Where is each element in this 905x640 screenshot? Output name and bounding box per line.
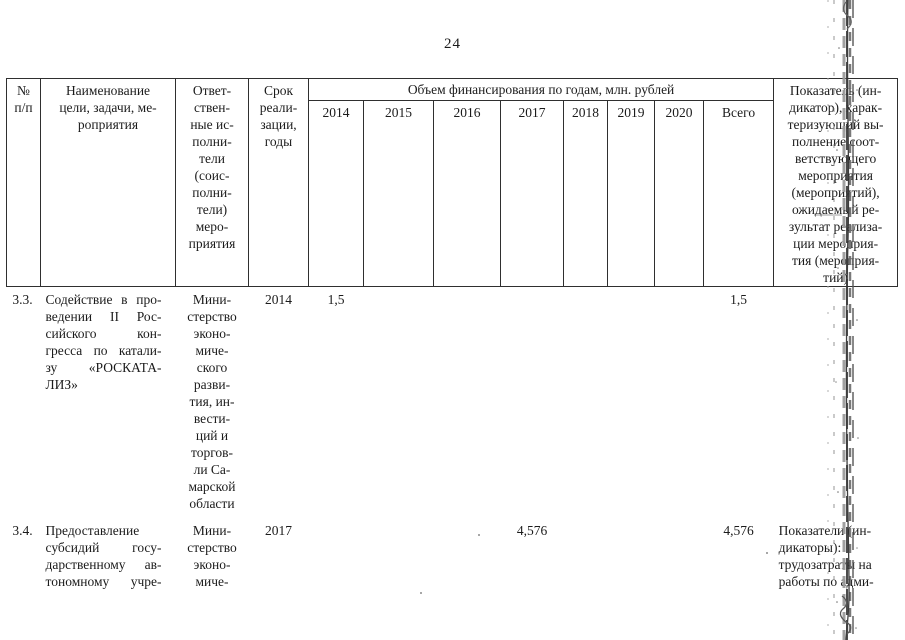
header-total: Всего bbox=[702, 100, 775, 287]
value-cell-2018 bbox=[564, 518, 608, 590]
value-cell-2015 bbox=[364, 518, 434, 590]
scan-speckle bbox=[420, 592, 422, 594]
header-implementation-term: Срок реали- зации, годы bbox=[248, 78, 309, 287]
value-cell-2015 bbox=[364, 287, 434, 518]
page-number: 24 bbox=[444, 36, 461, 52]
header-responsible-executors: Ответ- ствен- ные ис- полни- тели (соис-… bbox=[175, 78, 249, 287]
value-cell-2018 bbox=[564, 287, 608, 518]
term-cell: 2014 bbox=[265, 292, 292, 307]
header-financing-volume: Объем финансирования по годам, млн. рубл… bbox=[307, 78, 775, 101]
scan-artifact-graphic bbox=[814, 0, 859, 640]
value-cell-total: 1,5 bbox=[730, 292, 747, 307]
header-year-2020: 2020 bbox=[654, 100, 704, 287]
header-year-2018: 2018 bbox=[563, 100, 608, 287]
activity-name-cell: Предоставление субсидий госу- дарственно… bbox=[45, 522, 162, 589]
value-cell-2017 bbox=[501, 287, 564, 518]
value-cell-2014 bbox=[309, 518, 364, 590]
value-cell-2014: 1,5 bbox=[327, 292, 345, 307]
table-row: 3.4. Предоставление субсидий госу- дарст… bbox=[7, 518, 898, 590]
table-row: 3.3. Содействие в про- ведении II Рос- с… bbox=[7, 287, 898, 518]
scan-speckle bbox=[478, 534, 480, 536]
term-cell: 2017 bbox=[265, 522, 292, 538]
header-indicator: Показатель (ин- дикатор), харак- теризую… bbox=[773, 78, 899, 287]
row-number-cell: 3.3. bbox=[12, 292, 33, 307]
financing-table: № п/п Наименование цели, задачи, ме- роп… bbox=[6, 78, 899, 590]
header-row-number: № п/п bbox=[6, 78, 41, 287]
value-cell-total: 4,576 bbox=[723, 522, 754, 538]
value-cell-2016 bbox=[434, 287, 501, 518]
activity-name-cell: Содействие в про- ведении II Рос- сийско… bbox=[45, 292, 162, 392]
scan-artifact-streak bbox=[812, 0, 864, 640]
responsible-cell: Мини- стерство эконо- миче- bbox=[187, 522, 237, 589]
header-year-2017: 2017 bbox=[500, 100, 564, 287]
responsible-cell: Мини- стерство эконо- миче- ского разви-… bbox=[187, 292, 237, 511]
value-cell-2017: 4,576 bbox=[516, 522, 548, 538]
header-activity-name: Наименование цели, задачи, ме- роприятия bbox=[40, 78, 176, 287]
value-cell-2020 bbox=[655, 518, 704, 590]
header-year-2014: 2014 bbox=[308, 100, 364, 287]
scan-speckle bbox=[766, 552, 768, 554]
header-year-2016: 2016 bbox=[433, 100, 501, 287]
value-cell-2020 bbox=[655, 287, 704, 518]
value-cell-2016 bbox=[434, 518, 501, 590]
value-cell-2019 bbox=[608, 287, 655, 518]
row-number-cell: 3.4. bbox=[12, 522, 33, 538]
header-year-2019: 2019 bbox=[607, 100, 655, 287]
value-cell-2019 bbox=[608, 518, 655, 590]
header-year-2015: 2015 bbox=[363, 100, 434, 287]
